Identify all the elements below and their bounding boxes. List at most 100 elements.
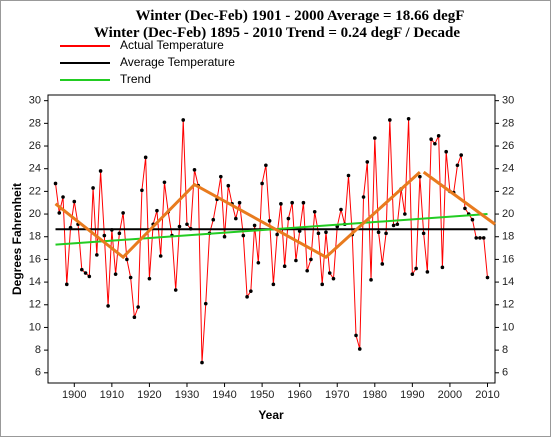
data-point [470, 217, 475, 222]
data-point [61, 195, 65, 199]
data-point [256, 261, 261, 265]
data-point [143, 155, 148, 160]
data-point [279, 202, 283, 206]
data-point [192, 168, 197, 172]
data-point [260, 181, 264, 186]
data-point [376, 230, 381, 234]
data-point [252, 223, 257, 228]
data-point [245, 295, 249, 299]
y-tick-label: 6 [35, 367, 41, 379]
series-line [422, 170, 496, 226]
data-point [125, 257, 129, 262]
data-point [436, 134, 441, 138]
data-point [185, 222, 189, 227]
data-point [421, 231, 426, 236]
data-point [162, 180, 167, 185]
data-point [290, 200, 294, 205]
data-point [177, 224, 182, 229]
data-point [406, 117, 411, 121]
data-point [455, 163, 460, 168]
y2-tick-label: 26 [502, 140, 514, 152]
data-point [128, 275, 133, 280]
y-tick-label: 10 [29, 321, 41, 333]
y-tick-label: 28 [29, 117, 41, 129]
data-point [57, 211, 62, 215]
data-point [222, 234, 227, 239]
y2-tick-label: 16 [502, 253, 514, 265]
x-tick-label: 1950 [250, 389, 274, 401]
data-point [312, 209, 317, 214]
data-point [361, 195, 366, 199]
y-tick-label: 12 [29, 299, 41, 311]
legend-label: Actual Temperature [120, 38, 224, 52]
data-point [155, 208, 159, 213]
data-point [365, 160, 370, 164]
data-point [158, 254, 163, 258]
data-point [200, 360, 204, 365]
legend-label: Average Temperature [120, 55, 235, 69]
data-point [83, 271, 88, 275]
data-point [275, 232, 279, 237]
data-point [478, 236, 482, 240]
data-point [117, 231, 122, 236]
data-point [403, 212, 407, 216]
series-line [55, 213, 488, 246]
data-point [357, 347, 362, 351]
data-point [286, 216, 291, 221]
data-point [425, 270, 430, 274]
data-point [106, 304, 110, 308]
data-point [327, 271, 332, 275]
data-point [395, 222, 400, 227]
y2-tick-label: 10 [502, 321, 514, 333]
x-tick-label: 1960 [287, 389, 311, 401]
data-point [474, 236, 479, 240]
x-tick-label: 1970 [325, 389, 349, 401]
x-tick-label: 2000 [438, 389, 462, 401]
data-point [102, 233, 107, 238]
data-point [264, 163, 268, 168]
data-point [294, 258, 298, 263]
data-point [444, 149, 448, 154]
data-point [339, 207, 343, 212]
x-tick-label: 1980 [363, 389, 387, 401]
series-line [54, 170, 421, 260]
y-tick-label: 18 [29, 231, 41, 243]
data-point [418, 174, 422, 179]
data-point [72, 199, 77, 204]
data-point [324, 230, 328, 234]
x-tick-label: 1940 [212, 389, 236, 401]
data-point [95, 253, 99, 257]
y2-tick-label: 12 [502, 299, 514, 311]
x-tick-label: 1920 [137, 389, 161, 401]
data-point [226, 183, 231, 188]
data-point [354, 333, 358, 338]
data-point [372, 136, 377, 140]
data-point [136, 305, 140, 309]
data-point [64, 282, 69, 287]
data-point [80, 267, 84, 272]
data-point [410, 272, 415, 276]
data-point [384, 231, 388, 236]
x-tick-label: 1910 [100, 389, 124, 401]
legend-label: Trend [120, 72, 151, 86]
data-point [241, 233, 246, 238]
data-point [282, 264, 287, 269]
y2-tick-label: 30 [502, 95, 514, 107]
data-point [481, 236, 486, 240]
x-axis-label: Year [258, 408, 284, 422]
data-point [463, 206, 467, 211]
data-point [218, 174, 223, 179]
x-tick-label: 1990 [400, 389, 424, 401]
y-tick-label: 20 [29, 208, 41, 220]
data-point [301, 200, 306, 205]
data-point [316, 231, 321, 236]
data-point [113, 272, 118, 276]
data-point [414, 266, 418, 271]
data-point [147, 276, 152, 281]
data-point [369, 278, 373, 282]
y2-tick-label: 20 [502, 208, 514, 220]
data-point [140, 188, 144, 193]
y2-tick-label: 28 [502, 117, 514, 129]
